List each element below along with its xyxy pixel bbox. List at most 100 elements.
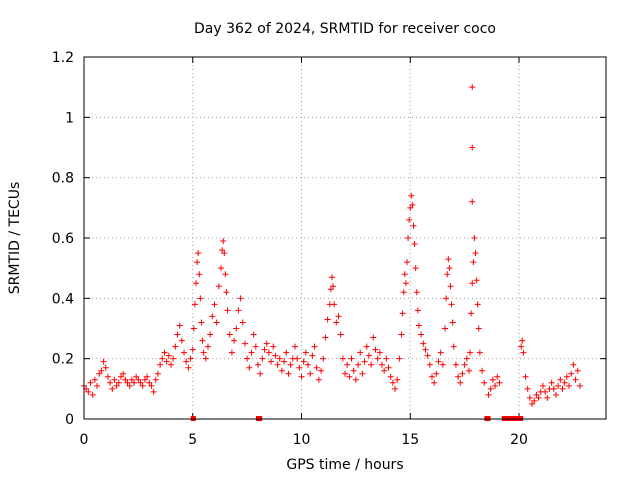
data-point	[446, 265, 453, 272]
data-point	[241, 340, 248, 347]
data-point	[109, 385, 116, 392]
data-point	[135, 376, 142, 383]
data-point	[257, 370, 264, 377]
data-point	[291, 343, 298, 350]
data-point	[221, 250, 228, 257]
data-point	[365, 352, 372, 359]
data-point	[333, 319, 340, 326]
data-point	[424, 352, 431, 359]
data-point	[141, 376, 148, 383]
data-point	[472, 250, 479, 257]
data-point	[411, 241, 418, 248]
data-point	[406, 216, 413, 223]
data-point	[552, 391, 559, 398]
data-point	[131, 379, 138, 386]
data-point	[235, 307, 242, 314]
data-point	[272, 352, 279, 359]
data-point	[255, 361, 261, 368]
data-point	[526, 394, 533, 401]
data-point	[152, 376, 159, 383]
data-point	[261, 346, 268, 353]
data-point	[195, 250, 202, 257]
data-point	[283, 349, 290, 356]
data-point	[355, 361, 362, 368]
data-point	[148, 382, 155, 389]
data-point	[494, 373, 501, 380]
data-point	[211, 301, 218, 308]
data-point	[233, 325, 240, 332]
data-point	[250, 331, 257, 338]
data-point	[98, 367, 105, 374]
data-point	[218, 265, 225, 272]
data-point	[178, 337, 185, 344]
data-point	[165, 352, 172, 359]
data-point	[96, 370, 103, 377]
data-point	[174, 331, 181, 338]
data-point	[469, 144, 476, 151]
data-point	[533, 391, 540, 398]
x-tick-label: 0	[80, 432, 89, 448]
data-point	[452, 361, 459, 368]
data-point	[207, 331, 214, 338]
data-point	[381, 367, 388, 374]
data-point	[287, 361, 294, 368]
data-point	[408, 192, 415, 199]
data-point	[489, 376, 496, 383]
x-tick-label: 5	[188, 432, 197, 448]
y-axis-label: SRMTID / TECUs	[7, 182, 23, 295]
data-point	[443, 295, 450, 302]
data-point	[181, 349, 188, 356]
data-point	[223, 289, 230, 296]
data-point	[431, 379, 438, 386]
data-point	[222, 271, 229, 278]
data-point	[429, 373, 435, 380]
data-point	[522, 373, 529, 380]
data-point	[196, 271, 203, 278]
data-point	[402, 280, 409, 287]
data-point	[231, 337, 238, 344]
data-point	[328, 274, 335, 281]
data-point	[168, 361, 174, 368]
data-point	[339, 355, 346, 362]
data-point	[278, 367, 285, 374]
data-point	[487, 385, 494, 392]
data-point	[198, 319, 205, 326]
data-point	[412, 265, 419, 272]
data-point	[294, 355, 301, 362]
data-point	[470, 259, 477, 266]
data-point	[557, 376, 564, 383]
data-point	[548, 379, 555, 386]
data-point	[311, 343, 318, 350]
data-point	[394, 376, 401, 383]
data-point	[399, 310, 406, 317]
data-point	[529, 400, 536, 407]
data-point	[324, 316, 331, 323]
y-tick-label: 0.8	[52, 171, 74, 187]
data-point	[550, 385, 557, 392]
data-point	[298, 373, 305, 380]
data-point	[461, 361, 468, 368]
data-point	[268, 358, 275, 365]
data-point	[448, 301, 455, 308]
data-point	[457, 379, 464, 386]
data-point	[104, 373, 111, 380]
data-point	[305, 361, 312, 368]
data-point	[193, 280, 200, 287]
data-point	[320, 355, 327, 362]
data-point	[463, 355, 470, 362]
data-point	[331, 301, 338, 308]
data-point	[237, 295, 244, 302]
data-point	[376, 349, 383, 356]
data-point	[574, 367, 581, 374]
data-point	[403, 259, 410, 266]
data-point	[244, 355, 251, 362]
y-tick-label: 1.2	[52, 50, 74, 66]
data-point	[122, 376, 129, 383]
data-point	[89, 391, 96, 398]
data-point	[374, 355, 381, 362]
data-point	[259, 355, 266, 362]
data-point	[348, 355, 355, 362]
data-point	[309, 352, 316, 359]
data-point	[350, 367, 357, 374]
y-tick-label: 0.2	[52, 352, 74, 368]
